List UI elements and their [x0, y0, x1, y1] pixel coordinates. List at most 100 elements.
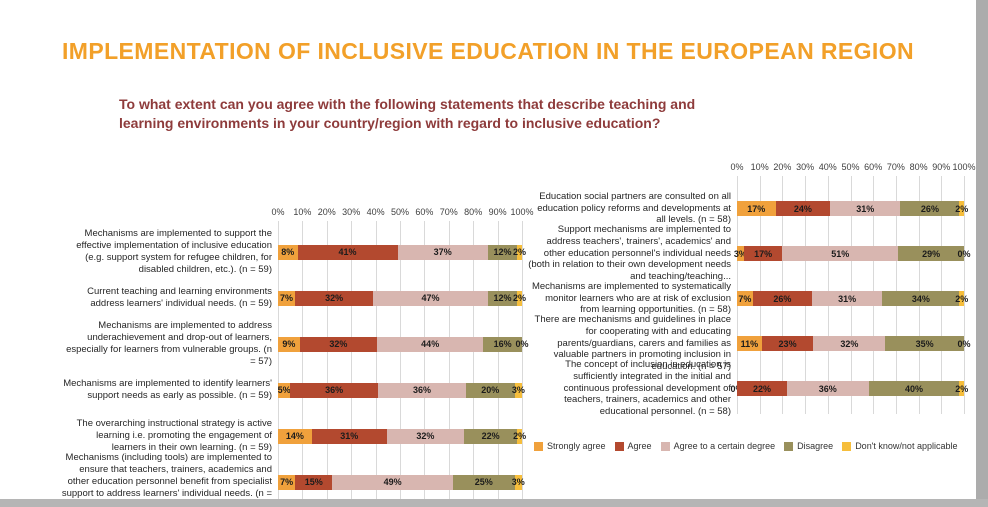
bar-segment: [278, 290, 296, 306]
bar-segment: [811, 291, 883, 306]
axis-tick-label: 100%: [952, 162, 976, 172]
axis-tick-label: 0%: [730, 162, 744, 172]
bar-segment: [885, 336, 964, 351]
legend-swatch-icon: [614, 441, 624, 451]
bar-value-label: 17%: [754, 248, 773, 259]
bar-segment: [278, 428, 312, 444]
bar-segment: [464, 428, 518, 444]
category-label: Mechanisms are implemented to systematic…: [531, 280, 731, 316]
bar-segment: [311, 428, 387, 444]
stacked-bar: 17% 24% 31% 26% 2%: [737, 201, 968, 216]
bar-value-label: 20%: [481, 385, 500, 395]
bar-value-label: 32%: [416, 431, 435, 441]
legend-swatch-icon: [842, 441, 852, 451]
bar-segment: [487, 290, 518, 306]
stacked-bar: 14% 31% 32% 22% 2%: [278, 428, 526, 444]
right-gutter: [976, 0, 988, 507]
bar-segment: [514, 474, 522, 490]
bar-value-label: 31%: [838, 293, 857, 304]
legend-item: Agree: [614, 441, 652, 451]
legend-label: Agree: [627, 441, 652, 451]
category-label: The concept of inclusion in education is…: [563, 358, 731, 418]
bar-value-label: 51%: [831, 248, 850, 259]
axis-tick-label: 10%: [293, 207, 312, 217]
bar-value-label: 11%: [740, 338, 759, 349]
stacked-bar: 11% 23% 32% 35% 0%: [737, 336, 971, 351]
bar-value-label: 2%: [513, 247, 527, 257]
bar-value-label: 2%: [955, 293, 969, 304]
bar-value-label: 17%: [747, 203, 766, 214]
category-label: Current teaching and learning environmen…: [87, 286, 272, 309]
bar-segment: [295, 474, 333, 490]
bar-segment: [830, 201, 901, 216]
gridline: [278, 221, 279, 500]
bar-segment: [752, 291, 812, 306]
chart-left: 0% 10% 20% 30% 40% 50% 60% 70% 80% 90% 100% Mechani…: [60, 207, 534, 507]
bar-value-label: 22%: [752, 383, 771, 394]
bar-segment: [517, 290, 522, 306]
bar-value-label: 44%: [421, 339, 440, 349]
axis-tick-label: 30%: [342, 207, 361, 217]
bar-segment: [452, 474, 515, 490]
bar-segment: [278, 244, 298, 260]
bar-value-label: 36%: [818, 383, 837, 394]
axis-tick-label: 10%: [750, 162, 769, 172]
bar-segment: [743, 246, 783, 261]
bar-value-label: 36%: [412, 385, 431, 395]
bar-value-label: 7%: [280, 293, 294, 303]
axis-tick-label: 50%: [841, 162, 860, 172]
stacked-bar: 9% 32% 44% 16% 0%: [278, 336, 529, 352]
gridline: [351, 221, 353, 500]
bar-segment: [737, 291, 753, 306]
bar-segment: [782, 246, 899, 261]
bar-value-label: 31%: [340, 431, 359, 441]
bar-value-label: 7%: [280, 477, 294, 487]
bar-value-label: 0%: [957, 248, 971, 259]
gridline: [400, 221, 401, 500]
category-label: Support mechanisms are implemented to ad…: [528, 223, 731, 283]
bar-value-label: 5%: [277, 385, 291, 395]
bar-value-label: 41%: [338, 247, 357, 257]
axis-tick-label: 20%: [773, 162, 792, 172]
bar-value-label: 15%: [304, 477, 323, 487]
bar-segment: [775, 201, 831, 216]
bar-value-label: 23%: [778, 338, 797, 349]
axis-tick-label: 0%: [271, 207, 285, 217]
legend-swatch-icon: [784, 441, 794, 451]
bar-value-label: 40%: [905, 383, 924, 394]
gridline: [302, 221, 304, 500]
bar-segment: [517, 428, 522, 444]
axis-tick-label: 80%: [464, 207, 483, 217]
stacked-bar: 7% 26% 31% 34% 2%: [737, 291, 968, 306]
stacked-bar: 8% 41% 37% 12% 2%: [278, 244, 526, 260]
legend-swatch-icon: [534, 441, 543, 451]
bar-value-label: 34%: [911, 293, 930, 304]
bar-value-label: 3%: [511, 385, 525, 395]
bar-segment: [377, 336, 484, 352]
axis-tick-label: 20%: [317, 207, 336, 217]
stacked-bar: 7% 15% 49% 25% 3%: [278, 474, 525, 490]
bar-segment: [737, 381, 787, 396]
question-text: To what extent can you agree with the fo…: [119, 96, 696, 131]
bar-value-label: 0%: [515, 339, 529, 349]
axis-tick-label: 60%: [415, 207, 434, 217]
gridline: [375, 221, 377, 500]
legend-item: Strongly agree: [534, 441, 606, 451]
axis-tick-label: 60%: [864, 162, 883, 172]
legend-item: Agree to a certain degree: [660, 441, 775, 451]
bar-segment: [737, 201, 776, 216]
bar-value-label: 7%: [738, 293, 752, 304]
legend-label: Disagree: [797, 441, 834, 451]
bar-value-label: 0%: [957, 338, 971, 349]
bar-segment: [900, 201, 960, 216]
bar-segment: [278, 474, 296, 490]
axis-tick-label: 40%: [366, 207, 385, 217]
bar-segment: [297, 244, 398, 260]
gridline: [473, 221, 475, 500]
bar-segment: [386, 428, 464, 444]
bar-value-label: 26%: [920, 203, 939, 214]
bar-segment: [487, 244, 518, 260]
bar-segment: [332, 474, 453, 490]
bar-value-label: 2%: [513, 431, 527, 441]
bar-value-label: 12%: [493, 247, 512, 257]
